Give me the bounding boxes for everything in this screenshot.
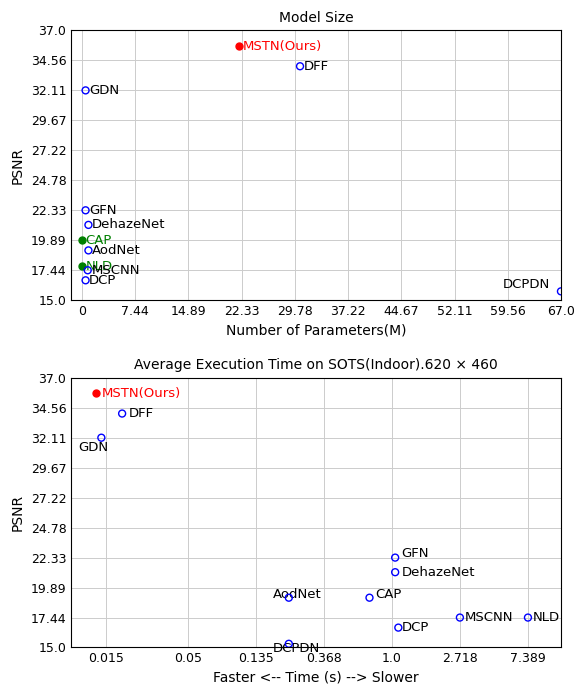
Point bbox=[365, 592, 374, 603]
Text: MSTN(Ours): MSTN(Ours) bbox=[101, 387, 180, 400]
Point bbox=[81, 275, 90, 286]
Text: MSCNN: MSCNN bbox=[464, 611, 513, 624]
Point bbox=[97, 432, 106, 443]
Text: MSCNN: MSCNN bbox=[91, 264, 140, 277]
Point bbox=[81, 85, 90, 96]
Point bbox=[83, 264, 93, 276]
Text: MSTN(Ours): MSTN(Ours) bbox=[243, 40, 322, 53]
Point bbox=[84, 219, 93, 230]
X-axis label: Number of Parameters(M): Number of Parameters(M) bbox=[226, 324, 406, 338]
Text: AodNet: AodNet bbox=[92, 244, 141, 257]
Point bbox=[556, 286, 565, 297]
Point bbox=[390, 567, 400, 578]
Point bbox=[117, 408, 127, 419]
X-axis label: Faster <-- Time (s) --> Slower: Faster <-- Time (s) --> Slower bbox=[213, 671, 419, 685]
Text: DehazeNet: DehazeNet bbox=[401, 566, 475, 578]
Point bbox=[455, 612, 465, 623]
Text: GFN: GFN bbox=[89, 204, 117, 216]
Point bbox=[77, 261, 87, 272]
Point bbox=[234, 40, 244, 52]
Text: NLD: NLD bbox=[86, 260, 113, 273]
Point bbox=[84, 245, 93, 256]
Text: AodNet: AodNet bbox=[273, 587, 322, 601]
Text: DFF: DFF bbox=[129, 407, 154, 420]
Point bbox=[523, 612, 533, 623]
Text: DehazeNet: DehazeNet bbox=[92, 219, 165, 231]
Text: GFN: GFN bbox=[401, 547, 429, 560]
Point bbox=[77, 235, 87, 246]
Point bbox=[295, 61, 305, 72]
Y-axis label: PSNR: PSNR bbox=[11, 147, 25, 184]
Text: GDN: GDN bbox=[79, 441, 108, 454]
Point bbox=[390, 552, 400, 563]
Text: GDN: GDN bbox=[89, 84, 120, 97]
Text: DCPDN: DCPDN bbox=[273, 642, 321, 656]
Point bbox=[284, 638, 294, 649]
Point bbox=[81, 205, 90, 216]
Text: DCP: DCP bbox=[401, 621, 429, 634]
Text: CAP: CAP bbox=[375, 587, 401, 601]
Text: DFF: DFF bbox=[304, 60, 329, 73]
Text: CAP: CAP bbox=[86, 234, 112, 246]
Point bbox=[394, 622, 403, 633]
Text: NLD: NLD bbox=[533, 611, 560, 624]
Point bbox=[91, 388, 101, 399]
Title: Average Execution Time on SOTS(Indoor).620 × 460: Average Execution Time on SOTS(Indoor).6… bbox=[134, 358, 498, 372]
Point bbox=[284, 592, 294, 603]
Text: DCP: DCP bbox=[89, 274, 117, 287]
Y-axis label: PSNR: PSNR bbox=[11, 494, 25, 531]
Text: DCPDN: DCPDN bbox=[503, 278, 550, 292]
Title: Model Size: Model Size bbox=[279, 11, 353, 25]
